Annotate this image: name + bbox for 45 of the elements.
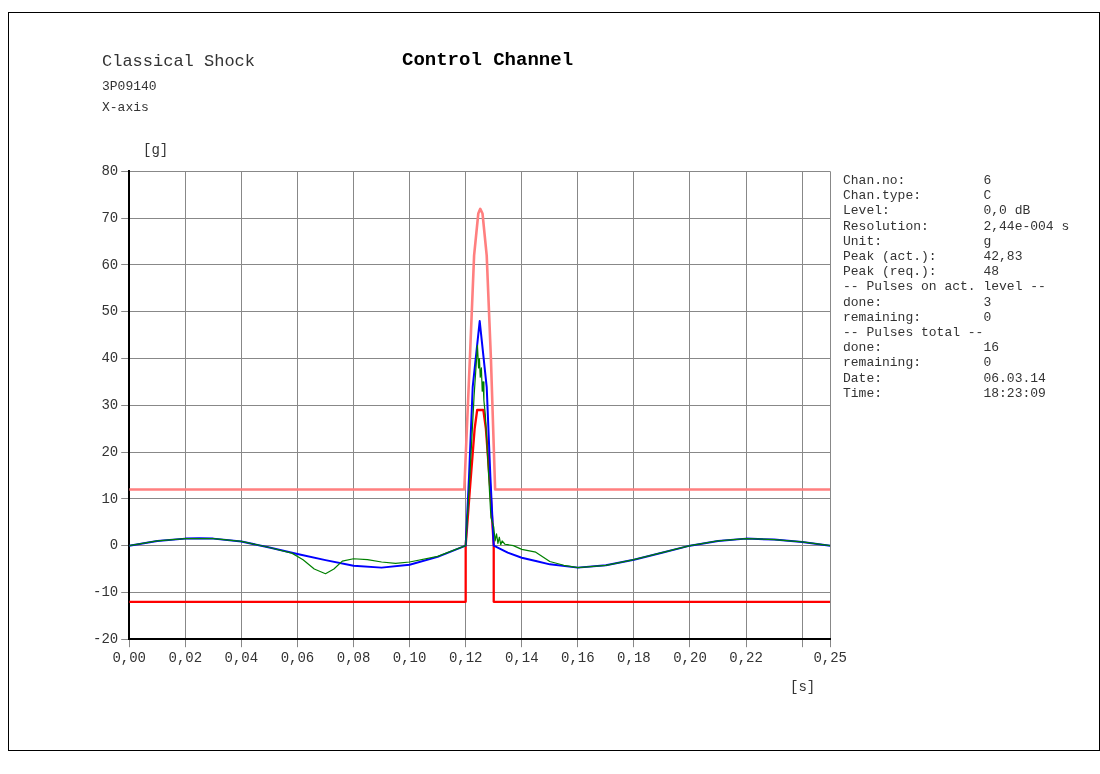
text: remaining: 0 [843, 355, 993, 371]
text: Time: 18:23:09 [843, 385, 1047, 402]
text: Level: 0,0 dB [843, 203, 1032, 219]
y-tick-label: 30 [101, 397, 119, 413]
y-axis-title: [g] [143, 142, 169, 158]
text: -- Pulses total -- [843, 325, 985, 341]
y-tick-label: 0 [109, 537, 119, 554]
text: Peak (req.): 48 [843, 264, 1001, 280]
x-tick-label: 0,14 [504, 650, 539, 667]
x-tick-label: 0,25 [813, 650, 847, 667]
text: Resolution: 2,44e-004 s [843, 218, 1070, 234]
x-tick-label: 0,16 [561, 650, 595, 667]
x-tick-label: 0,00 [112, 650, 147, 667]
y-tick-label: -10 [92, 584, 119, 601]
text: Chan.type: C [843, 188, 993, 204]
text: X-axis [102, 99, 150, 117]
x-tick-label: 0,06 [280, 650, 315, 667]
text: Chan.no: 6 [843, 173, 993, 189]
y-tick-label: 60 [101, 256, 119, 273]
y-tick-label: 80 [101, 163, 119, 180]
x-tick-label: 0,08 [336, 650, 371, 667]
text: Peak (act.): 42,83 [843, 249, 1024, 265]
x-tick-label: 0,22 [729, 650, 763, 667]
x-tick-label: 0,20 [673, 650, 707, 667]
text: Unit: g [843, 233, 993, 250]
chart-subtitle: Classical Shock [102, 52, 256, 71]
x-tick-label: 0,04 [224, 650, 259, 667]
y-tick-label: 50 [101, 303, 119, 320]
x-tick-label: 0,12 [448, 650, 483, 667]
text: 3P09140 [102, 78, 157, 96]
x-tick-label: 0,02 [168, 650, 203, 667]
x-tick-label: 0,10 [392, 650, 427, 667]
x-axis-title: [s] [790, 679, 816, 695]
y-tick-label: 20 [101, 443, 119, 460]
y-tick-label: 40 [101, 350, 119, 367]
text: done: 16 [843, 340, 1001, 356]
chart-title: Control Channel [402, 49, 574, 71]
text: Date: 06.03.14 [843, 370, 1047, 386]
x-tick-label: 0,18 [617, 650, 651, 667]
y-tick-label: 10 [101, 490, 119, 507]
y-tick-label: -20 [92, 630, 119, 647]
text: remaining: 0 [843, 309, 993, 326]
y-tick-label: 70 [101, 209, 119, 226]
text: done: 3 [843, 294, 993, 310]
text: -- Pulses on act. level -- [843, 279, 1047, 295]
